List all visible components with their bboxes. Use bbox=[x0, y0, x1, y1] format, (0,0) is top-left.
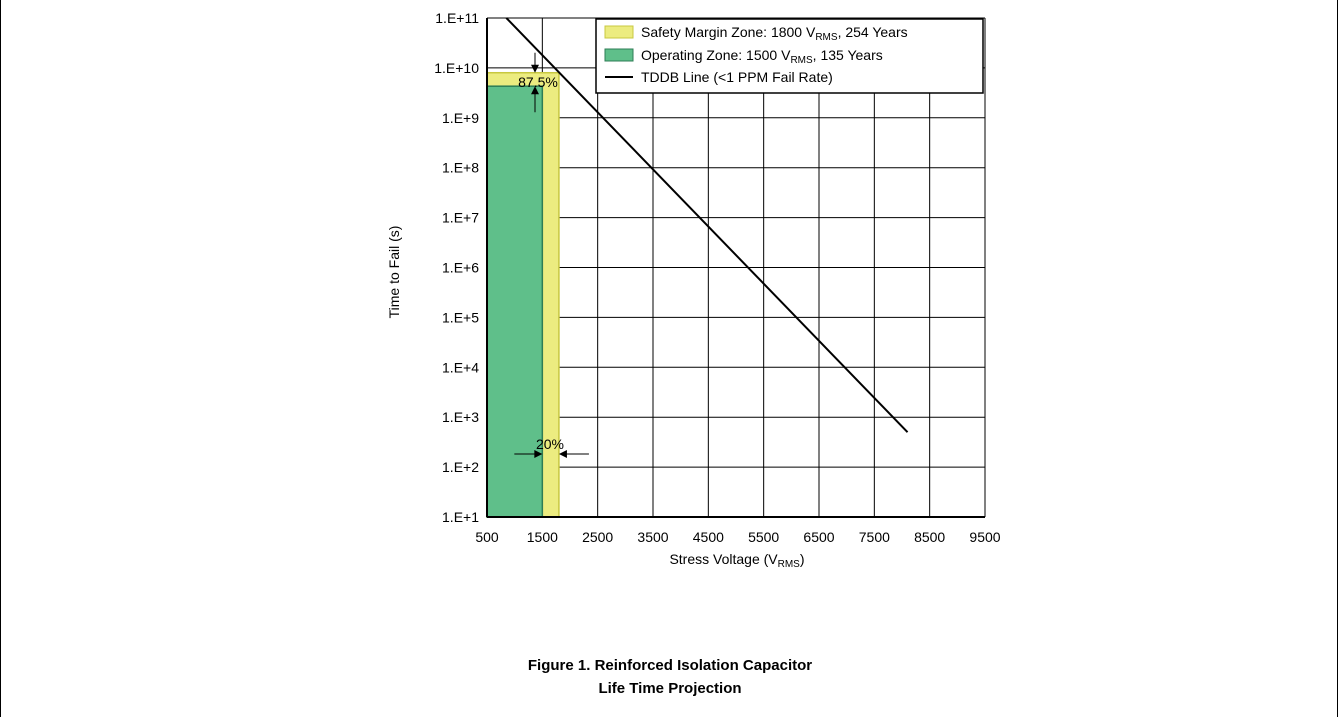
y-tick-label: 1.E+8 bbox=[442, 160, 479, 176]
legend-swatch-operating bbox=[604, 48, 634, 62]
legend-label-safety-tail: , 254 Years bbox=[838, 24, 908, 40]
grid-lines bbox=[487, 17, 986, 517]
x-tick-label: 8500 bbox=[914, 529, 945, 545]
y-tick-label: 1.E+1 bbox=[442, 509, 479, 525]
arrow-right-head bbox=[534, 450, 543, 458]
legend-label-safety-main: Safety Margin Zone: 1800 V bbox=[641, 24, 816, 40]
x-tick-label: 2500 bbox=[582, 529, 613, 545]
lifetime-chart: 500 1500 2500 3500 4500 5500 6500 7500 8500 9500 1… bbox=[386, 10, 1001, 570]
x-tick-label: 9500 bbox=[969, 529, 1000, 545]
x-tick-label: 4500 bbox=[693, 529, 724, 545]
tddb-line-group bbox=[505, 17, 909, 433]
x-tick-label: 7500 bbox=[859, 529, 890, 545]
tick-labels: 500 1500 2500 3500 4500 5500 6500 7500 8500 9500 1… bbox=[434, 10, 1001, 545]
arrow-down-head bbox=[531, 64, 539, 73]
y-tick-label: 1.E+6 bbox=[442, 260, 479, 276]
annotations: 87.5% 20% bbox=[514, 52, 589, 458]
y-tick-label: 1.E+7 bbox=[442, 210, 479, 226]
legend-box bbox=[595, 18, 984, 94]
operating-zone bbox=[486, 85, 544, 518]
annotation-87-5-percent: 87.5% bbox=[518, 74, 558, 90]
legend-label-operating-tail: , 135 Years bbox=[813, 47, 883, 63]
y-tick-label: 1.E+10 bbox=[434, 60, 479, 76]
y-tick-label: 1.E+2 bbox=[442, 459, 479, 475]
x-tick-label: 6500 bbox=[803, 529, 834, 545]
x-axis-label-tail: ) bbox=[800, 551, 805, 567]
x-tick-label: 500 bbox=[475, 529, 499, 545]
y-tick-label: 1.E+4 bbox=[442, 359, 479, 375]
arrow-up-head bbox=[531, 86, 539, 95]
annotation-20-percent: 20% bbox=[536, 436, 564, 452]
figure-caption-line-1: Figure 1. Reinforced Isolation Capacitor bbox=[527, 657, 813, 674]
y-axis-label: Time to Fail (s) bbox=[386, 226, 402, 319]
legend-label-operating-sub: RMS bbox=[790, 55, 813, 66]
arrow-left-head bbox=[558, 450, 567, 458]
x-axis-label-main: Stress Voltage (V bbox=[669, 551, 778, 567]
legend-swatch-safety bbox=[604, 25, 634, 39]
y-tick-label: 1.E+9 bbox=[442, 110, 479, 126]
x-tick-label: 1500 bbox=[527, 529, 558, 545]
legend-label-operating: Operating Zone: 1500 VRMS, 135 Years bbox=[641, 47, 883, 66]
figure-caption-line-2: Life Time Projection bbox=[598, 680, 742, 697]
legend-label-safety: Safety Margin Zone: 1800 VRMS, 254 Years bbox=[641, 24, 908, 43]
x-tick-label: 5500 bbox=[748, 529, 779, 545]
y-tick-label: 1.E+11 bbox=[435, 10, 479, 26]
x-tick-label: 3500 bbox=[637, 529, 668, 545]
legend-label-operating-main: Operating Zone: 1500 V bbox=[641, 47, 791, 63]
y-tick-label: 1.E+5 bbox=[442, 309, 479, 325]
x-axis-label-sub: RMS bbox=[778, 559, 801, 570]
axes bbox=[486, 18, 985, 518]
zones bbox=[486, 71, 560, 518]
tddb-line bbox=[505, 17, 909, 433]
legend-label-tddb: TDDB Line (<1 PPM Fail Rate) bbox=[641, 69, 833, 85]
legend-label-safety-sub: RMS bbox=[815, 32, 838, 43]
x-axis-label: Stress Voltage (VRMS) bbox=[669, 551, 804, 570]
y-tick-label: 1.E+3 bbox=[442, 409, 479, 425]
legend: Safety Margin Zone: 1800 VRMS, 254 Years… bbox=[595, 18, 984, 94]
